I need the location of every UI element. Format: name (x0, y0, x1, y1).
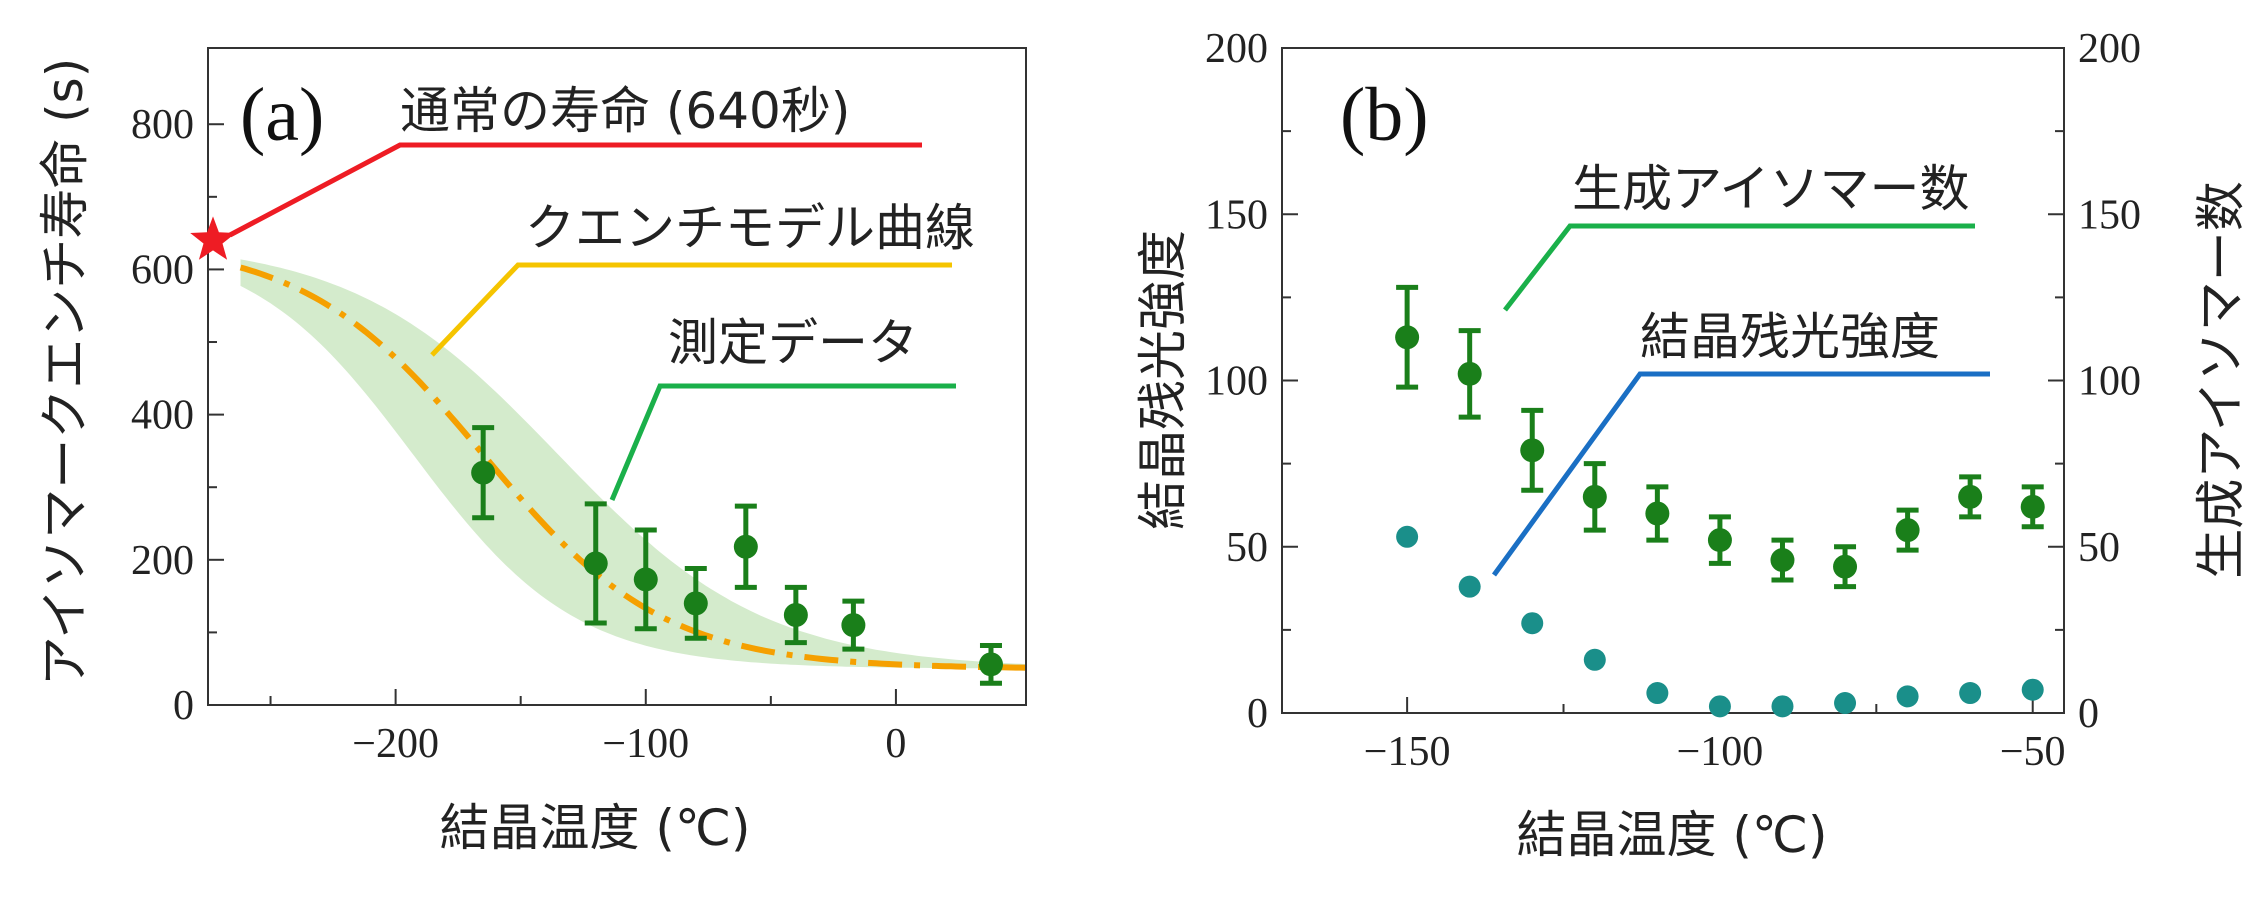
measured-point (841, 613, 866, 638)
x-tick-label: −100 (602, 721, 689, 767)
afterglow-point (1771, 695, 1794, 718)
confidence-band (240, 259, 1026, 669)
chart-a: 0 200 400 600 800 −200 −100 0 (a) 結晶温度 (℃) アイソ… (36, 47, 1027, 857)
afterglow-point (1521, 612, 1544, 635)
y-tick-label: 800 (131, 102, 194, 148)
isomer-point (1395, 325, 1420, 350)
measured-point (733, 534, 758, 559)
x-axis-a: −200 −100 0 (269, 689, 906, 767)
y-axis-label-right-b: 生成アイソマー数 (2192, 181, 2250, 579)
afterglow-point (1396, 525, 1419, 548)
afterglow-point (1583, 648, 1606, 671)
y-tick-label-left: 150 (1205, 192, 1268, 238)
panel-label-b: (b) (1340, 73, 1429, 157)
afterglow-point (1458, 575, 1481, 598)
afterglow-point (2021, 678, 2044, 701)
y-axis-right-b: 0 50 100 150 200 (2048, 26, 2141, 737)
annotation-isomer-count: 生成アイソマー数 (1572, 160, 1970, 218)
x-axis-label-b: 結晶温度 (℃) (1516, 806, 1827, 864)
measured-point (471, 460, 496, 485)
x-axis-label-a: 結晶温度 (℃) (439, 799, 750, 857)
x-tick-label: −100 (1677, 729, 1764, 775)
callout-line-model-curve (430, 262, 952, 357)
y-tick-label: 600 (131, 247, 194, 293)
panel-label-a: (a) (240, 73, 324, 157)
afterglow-point (1834, 692, 1857, 715)
y-tick-label-left: 0 (1247, 691, 1268, 737)
measured-point (683, 591, 708, 616)
afterglow-point (1708, 695, 1731, 718)
y-axis-label-left-b: 結晶残光強度 (1134, 230, 1192, 530)
normal-lifetime-star (190, 216, 236, 260)
x-tick-label: −200 (352, 721, 439, 767)
quench-model-curve (239, 264, 1026, 671)
y-tick-label-right: 150 (2078, 192, 2141, 238)
plot-frame-a (207, 47, 1027, 706)
y-tick-label-right: 0 (2078, 691, 2099, 737)
isomer-point (1833, 554, 1858, 579)
x-axis-b: −150 −100 −50 (1364, 697, 2066, 775)
isomer-point (1582, 484, 1607, 509)
isomer-point (1645, 501, 1670, 526)
callout-line-measured-data (609, 383, 956, 501)
x-tick-label: −50 (2000, 729, 2066, 775)
y-tick-label: 200 (131, 538, 194, 584)
callout-line-isomer-count (1503, 223, 1975, 312)
afterglow-point (1896, 685, 1919, 708)
measured-point (583, 551, 608, 576)
afterglow-point (1646, 682, 1669, 705)
afterglow-point (1959, 682, 1982, 705)
callout-line-normal-lifetime (228, 142, 922, 238)
y-axis-label-a: アイソマークエンチ寿命 (s) (36, 58, 94, 686)
y-tick-label-right: 50 (2078, 525, 2120, 571)
isomer-point (1958, 484, 1983, 509)
measured-point (633, 567, 658, 592)
isomer-point (2020, 494, 2045, 519)
y-tick-label: 0 (173, 683, 194, 729)
annotation-afterglow: 結晶残光強度 (1640, 308, 1940, 366)
measured-point (783, 602, 808, 627)
y-tick-label-right: 100 (2078, 359, 2141, 405)
measured-points (471, 425, 1003, 686)
annotation-measured-data: 測定データ (668, 314, 918, 372)
isomer-count-points (1395, 284, 2045, 590)
x-tick-label: 0 (885, 721, 906, 767)
annotation-model-curve: クエンチモデル曲線 (525, 199, 975, 257)
x-tick-label: −150 (1364, 729, 1451, 775)
isomer-point (1520, 438, 1545, 463)
y-axis-left-b: 0 50 100 150 200 (1205, 26, 1298, 737)
y-tick-label: 400 (131, 393, 194, 439)
y-tick-label-right: 200 (2078, 26, 2141, 72)
y-tick-label-left: 200 (1205, 26, 1268, 72)
chart-b: 0 50 100 150 200 0 50 100 150 200 −150 −100 −50 (b… (1134, 26, 2250, 864)
callout-line-afterglow (1491, 371, 1990, 577)
isomer-point (1895, 518, 1920, 543)
y-axis-a: 0 200 400 600 800 (131, 102, 224, 729)
isomer-point (1457, 361, 1482, 386)
measured-point (978, 652, 1003, 677)
y-tick-label-left: 100 (1205, 359, 1268, 405)
y-tick-label-left: 50 (1226, 525, 1268, 571)
afterglow-points (1396, 525, 2044, 718)
annotation-normal-lifetime: 通常の寿命 (640秒) (400, 82, 850, 140)
isomer-point (1770, 548, 1795, 573)
isomer-point (1707, 528, 1732, 553)
